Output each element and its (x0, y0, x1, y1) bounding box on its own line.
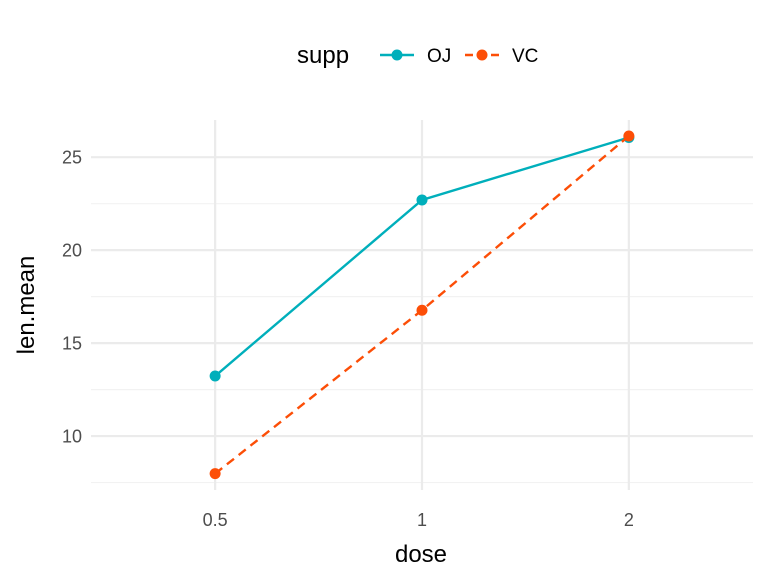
y-tick-label: 15 (62, 334, 82, 354)
data-point-vc (623, 130, 635, 142)
data-point-oj (416, 194, 428, 206)
x-tick-label: 0.5 (203, 510, 228, 530)
legend-title: supp (297, 42, 349, 69)
axes: dose len.mean 10 15 20 25 0.5 1 2 (13, 148, 634, 568)
y-tick-label: 20 (62, 241, 82, 261)
y-tick-label: 10 (62, 427, 82, 447)
legend-label-vc: VC (512, 46, 538, 67)
series-layer (209, 130, 635, 480)
legend-key-point-vc (476, 49, 488, 61)
data-point-oj (209, 370, 221, 382)
legend: supp OJ VC (297, 42, 538, 69)
x-tick-label: 2 (624, 510, 634, 530)
y-axis-title: len.mean (13, 256, 40, 355)
grid (91, 120, 753, 490)
x-tick-label: 1 (417, 510, 427, 530)
data-point-vc (209, 468, 221, 480)
legend-label-oj: OJ (427, 46, 451, 67)
y-tick-label: 25 (62, 148, 82, 168)
x-axis-title: dose (395, 541, 447, 568)
data-point-vc (416, 304, 428, 316)
legend-key-point-oj (391, 49, 403, 61)
